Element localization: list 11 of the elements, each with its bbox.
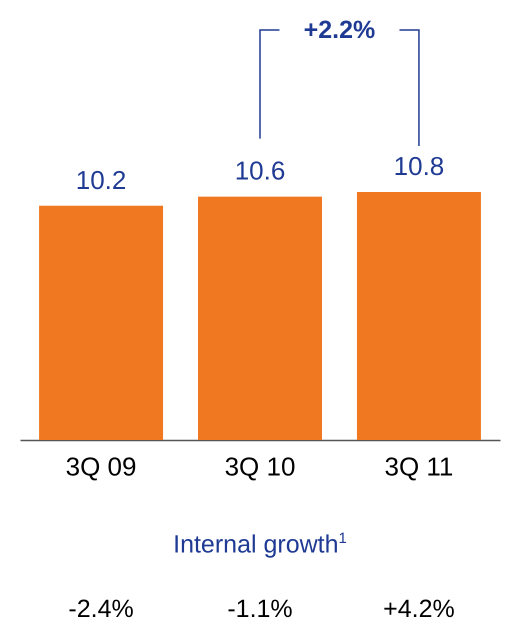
data-label: 10.6 bbox=[234, 156, 286, 186]
data-label: 10.2 bbox=[76, 164, 126, 195]
x-tick-label: 3Q 09 bbox=[66, 452, 136, 482]
x-tick-label: 3Q 10 bbox=[224, 452, 296, 482]
text: -2.4% bbox=[68, 595, 134, 624]
data-label: 10.8 bbox=[394, 151, 444, 181]
text: +4.2% bbox=[383, 595, 455, 624]
text: -1.1% bbox=[227, 595, 293, 624]
text: Internal growth$^{1}$ bbox=[173, 530, 347, 560]
x-tick-label: 3Q 11 bbox=[384, 452, 454, 482]
text: +2.2% bbox=[304, 16, 376, 45]
